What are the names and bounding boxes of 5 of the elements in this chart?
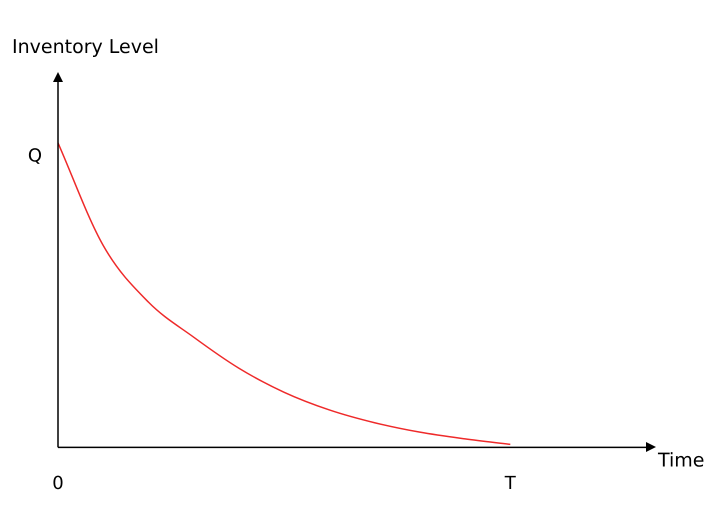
y-axis-title: Inventory Level <box>12 36 159 58</box>
x-tick-label: T <box>504 472 517 494</box>
x-tick-label: 0 <box>52 472 64 494</box>
annotation: Q <box>28 146 42 167</box>
x-axis-title: Time <box>657 449 704 472</box>
